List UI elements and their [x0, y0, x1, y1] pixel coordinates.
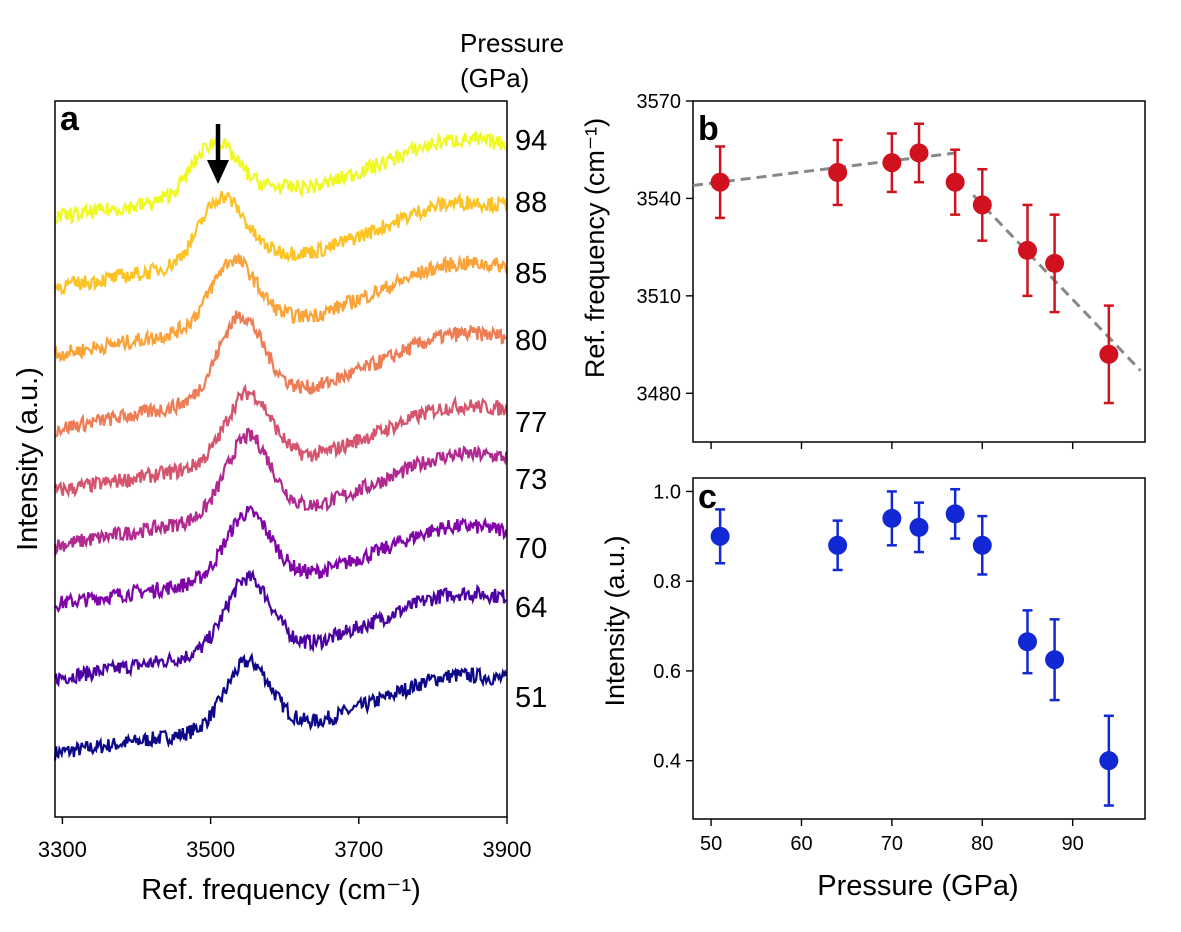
x-tick-label: 70: [881, 833, 903, 855]
pressure-label: 85: [515, 258, 547, 290]
pressure-label: 94: [515, 125, 547, 157]
fit-line: [972, 194, 1142, 372]
spectrum-85-gpa: [53, 252, 508, 363]
x-tick-label: 80: [971, 833, 993, 855]
x-tick-label: 60: [790, 833, 812, 855]
pressure-label: 77: [515, 407, 547, 439]
data-point: [828, 535, 848, 555]
panel-label-c: c: [698, 478, 717, 516]
spectra-axes-frame: [54, 100, 508, 818]
pressure-label: 73: [515, 464, 547, 496]
x-tick-label: 3700: [334, 837, 383, 862]
panel-label-a: a: [60, 100, 80, 138]
spectra-x-ticks: 3300 3500 3700 3900: [38, 817, 532, 862]
peak-arrow-icon: [207, 124, 230, 184]
spectrum-94-gpa: [54, 129, 508, 225]
pressure-x-axis-label: Pressure (GPa): [817, 870, 1018, 902]
intensity-y-axis-label: Intensity (a.u.): [600, 535, 630, 706]
frequency-y-axis-label: Ref. frequency (cm⁻¹): [580, 118, 610, 378]
y-tick-label: 3570: [637, 91, 682, 113]
y-tick-label: 0.8: [653, 571, 681, 593]
pressure-labels: 94 88 85 80 77 73 70 64 51: [515, 125, 547, 714]
data-point: [1017, 632, 1037, 652]
y-tick-label: 3510: [637, 286, 682, 308]
pressure-label: 80: [515, 325, 547, 357]
data-point: [882, 153, 902, 173]
panel-label-b: b: [698, 110, 719, 148]
data-point: [1099, 344, 1119, 364]
data-point: [945, 504, 965, 524]
data-point: [972, 195, 992, 215]
frequency-panel: 3480 3510 3540 3570 b Ref. frequency (cm⁻¹): [580, 91, 1146, 449]
pressure-header-line2: (GPa): [460, 63, 529, 93]
frequency-points: [710, 122, 1119, 405]
frequency-axes-frame: [692, 100, 1146, 443]
spectra-x-axis-label: Ref. frequency (cm⁻¹): [141, 874, 421, 906]
y-tick-label: 3480: [637, 383, 682, 405]
pressure-label: 70: [515, 533, 547, 565]
y-tick-label: 0.6: [653, 661, 681, 683]
data-point: [828, 162, 848, 182]
spectra-traces: [53, 129, 508, 761]
arrow-head: [207, 160, 230, 184]
frequency-fit-lines: [692, 151, 1142, 372]
data-point: [972, 535, 992, 555]
spectra-panel: a 3300 3500 3700 3900 Ref. frequency (cm⁻¹)…: [12, 28, 564, 906]
data-point: [945, 172, 965, 192]
y-tick-label: 3540: [637, 188, 682, 210]
spectrum-80-gpa: [54, 310, 507, 438]
data-point: [909, 143, 929, 163]
spectrum-73-gpa: [53, 427, 508, 557]
x-tick-label: 90: [1062, 833, 1084, 855]
y-tick-label: 0.4: [653, 751, 681, 773]
intensity-points: [710, 487, 1119, 807]
data-point: [710, 172, 730, 192]
data-point: [710, 526, 730, 546]
data-point: [1045, 650, 1065, 670]
x-tick-label: 3900: [483, 837, 532, 862]
pressure-header-line1: Pressure: [460, 28, 564, 58]
intensity-ticks: 0.4 0.6 0.8 1.0 50 60 70 80 90: [653, 481, 1084, 855]
data-point: [1017, 240, 1037, 260]
spectrum-77-gpa: [53, 383, 508, 499]
x-tick-label: 50: [700, 833, 722, 855]
fit-line: [692, 151, 956, 187]
data-point: [882, 508, 902, 528]
x-tick-label: 3300: [38, 837, 87, 862]
data-point: [1045, 253, 1065, 273]
pressure-label: 51: [515, 682, 547, 714]
spectra-y-axis-label: Intensity (a.u.): [12, 367, 44, 551]
y-tick-label: 1.0: [653, 481, 681, 503]
spectrum-64-gpa: [53, 569, 508, 688]
spectrum-88-gpa: [54, 191, 508, 296]
intensity-panel: 0.4 0.6 0.8 1.0 50 60 70 80 90 c Intensity (a.u.…: [600, 477, 1146, 902]
pressure-label: 64: [515, 592, 547, 624]
intensity-axes-frame: [692, 477, 1146, 820]
spectrum-70-gpa: [54, 505, 508, 614]
pressure-label: 88: [515, 187, 547, 219]
frequency-ticks: 3480 3510 3540 3570: [637, 91, 1074, 449]
data-point: [1099, 751, 1119, 771]
x-tick-label: 3500: [186, 837, 235, 862]
data-point: [909, 517, 929, 537]
spectrum-51-gpa: [53, 651, 508, 761]
